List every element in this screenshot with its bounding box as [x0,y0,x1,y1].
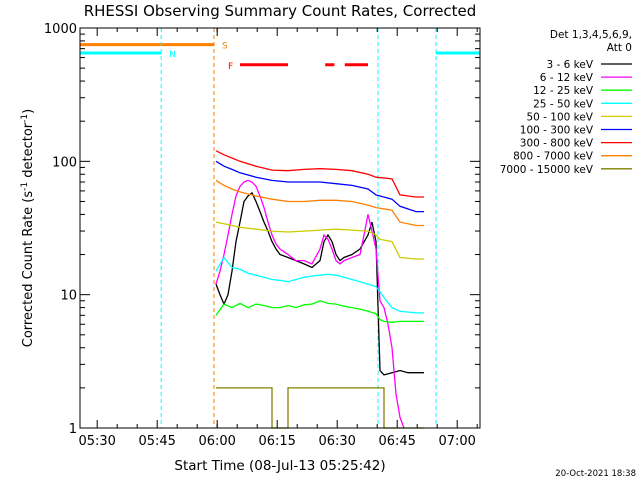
series-line-8 [216,387,424,429]
legend-label-5: 100 - 300 keV [520,125,594,137]
y-label-mid: detector [21,122,36,182]
series-layer [215,150,424,429]
flag-label-0: S [222,42,228,52]
legend-label-1: 6 - 12 keV [540,72,594,84]
legend-label-7: 800 - 7000 keV [513,151,594,163]
y-label-sup2: -1 [20,114,30,123]
legend-title-line1: Det 1,3,4,5,6,9, [550,29,632,41]
legend-label-4: 50 - 100 keV [526,111,593,123]
x-axis-label: Start Time (08-Jul-13 05:25:42) [174,458,385,474]
x-tick-label-0: 05:30 [78,434,115,449]
legend-label-6: 300 - 800 keV [520,138,594,150]
legend-label-2: 12 - 25 keV [533,85,594,97]
legend-label-3: 25 - 50 keV [533,98,594,110]
x-tick-label-3: 06:15 [258,434,295,449]
flag-label-2: F [228,62,233,72]
series-line-1 [215,179,405,429]
series-line-7 [215,179,424,227]
legend-title-line2: Att 0 [607,42,632,54]
footer-timestamp: 20-Oct-2021 18:38 [555,469,636,479]
series-line-2 [215,300,424,323]
y-tick-label-3: 1000 [44,22,77,37]
x-tick-label-2: 06:00 [198,434,235,449]
y-label-sup1: -1 [20,182,30,191]
y-label-end: ) [21,109,36,114]
legend-label-0: 3 - 6 keV [546,59,593,71]
legend-label-8: 7000 - 15000 keV [500,164,594,176]
y-label-main: Corrected Count Rate (s [21,191,36,348]
axes-layer: 1 10 100 1000 05:30 05:45 06:00 06:15 06:30 06:45… [44,22,481,449]
flag-layer: S N F [80,42,480,72]
x-tick-label-6: 07:00 [438,434,475,449]
vline-layer [160,28,437,428]
series-line-0 [215,191,424,376]
y-axis-label: Corrected Count Rate (s-1 detector-1) [20,109,36,347]
x-tick-label-4: 06:30 [318,434,355,449]
series-line-6 [215,150,424,198]
series-line-4 [215,221,424,260]
y-tick-label-0: 1 [69,422,77,437]
series-line-5 [215,160,424,213]
x-tick-label-1: 05:45 [138,434,175,449]
chart-title: RHESSI Observing Summary Count Rates, Co… [84,2,477,20]
y-tick-label-1: 10 [60,289,77,304]
flag-label-1: N [169,50,176,60]
series-line-3 [215,256,424,314]
plot-frame [79,27,481,429]
y-tick-label-2: 100 [52,155,77,170]
x-tick-label-5: 06:45 [378,434,415,449]
